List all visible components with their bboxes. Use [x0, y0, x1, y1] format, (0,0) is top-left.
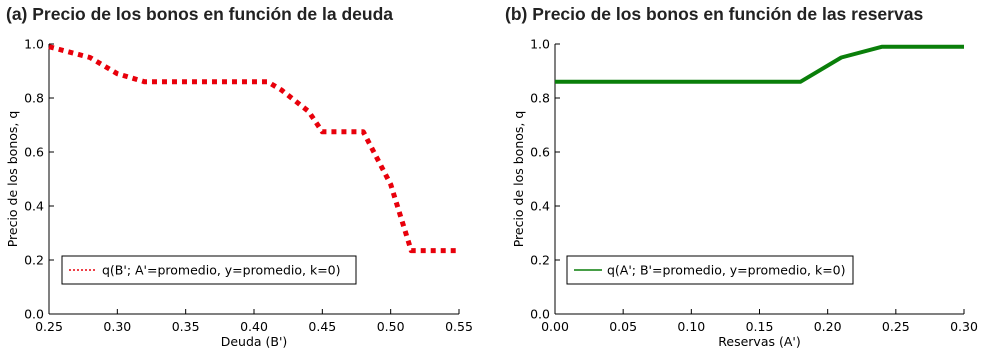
chart-title: (b) Precio de los bonos en función de la…	[505, 4, 924, 24]
y-tick-label: 0.2	[530, 253, 550, 268]
y-tick-label: 0.4	[24, 199, 44, 214]
y-tick-label: 0.0	[530, 307, 550, 322]
y-axis-label: Precio de los bonos, q	[5, 111, 20, 248]
y-tick-label: 0.6	[24, 145, 44, 160]
series-line-0	[555, 44, 964, 84]
y-tick-label: 0.2	[24, 253, 44, 268]
x-tick-label: 0.05	[609, 319, 637, 334]
y-tick-label: 1.0	[24, 37, 44, 52]
legend-entry: q(B'; A'=promedio, y=promedio, k=0)	[102, 263, 341, 278]
chart-panel-b: (b) Precio de los bonos en función de la…	[497, 0, 993, 351]
chart-title: (a) Precio de los bonos en función de la…	[6, 4, 393, 24]
y-tick-label: 1.0	[530, 37, 550, 52]
chart-panel-a: (a) Precio de los bonos en función de la…	[0, 0, 496, 351]
y-tick-label: 0.0	[24, 307, 44, 322]
x-tick-label: 0.30	[103, 319, 131, 334]
chart-b-plot: 0.00 0.05 0.10 0.15 0.20 0.25 0.30 0.0 0.2 0.4 0.6…	[511, 37, 978, 350]
legend-entry: q(A'; B'=promedio, y=promedio, k=0)	[607, 263, 846, 278]
x-tick-label: 0.30	[950, 319, 978, 334]
x-tick-label: 0.25	[35, 319, 63, 334]
x-tick-label: 0.10	[677, 319, 705, 334]
chart-a-plot: 0.25 0.30 0.35 0.40 0.45 0.50 0.55 0.0 0.2 0.4 0.6…	[5, 37, 473, 350]
x-tick-label: 0.40	[240, 319, 268, 334]
x-tick-label: 0.35	[172, 319, 200, 334]
series-line-0	[48, 44, 459, 254]
x-tick-label: 0.20	[814, 319, 842, 334]
x-tick-label: 0.45	[308, 319, 336, 334]
y-tick-label: 0.4	[530, 199, 550, 214]
legend-box	[61, 255, 357, 285]
y-tick-label: 0.6	[530, 145, 550, 160]
y-tick-label: 0.8	[24, 91, 44, 106]
x-axis-label: Deuda (B')	[221, 334, 288, 349]
legend-box	[566, 255, 854, 285]
y-axis-label: Precio de los bonos, q	[511, 111, 526, 248]
x-axis-label: Reservas (A')	[718, 334, 800, 349]
x-tick-label: 0.15	[746, 319, 774, 334]
x-tick-label: 0.25	[882, 319, 910, 334]
x-tick-label: 0.00	[541, 319, 569, 334]
x-tick-label: 0.50	[377, 319, 405, 334]
y-tick-label: 0.8	[530, 91, 550, 106]
x-tick-label: 0.55	[445, 319, 473, 334]
